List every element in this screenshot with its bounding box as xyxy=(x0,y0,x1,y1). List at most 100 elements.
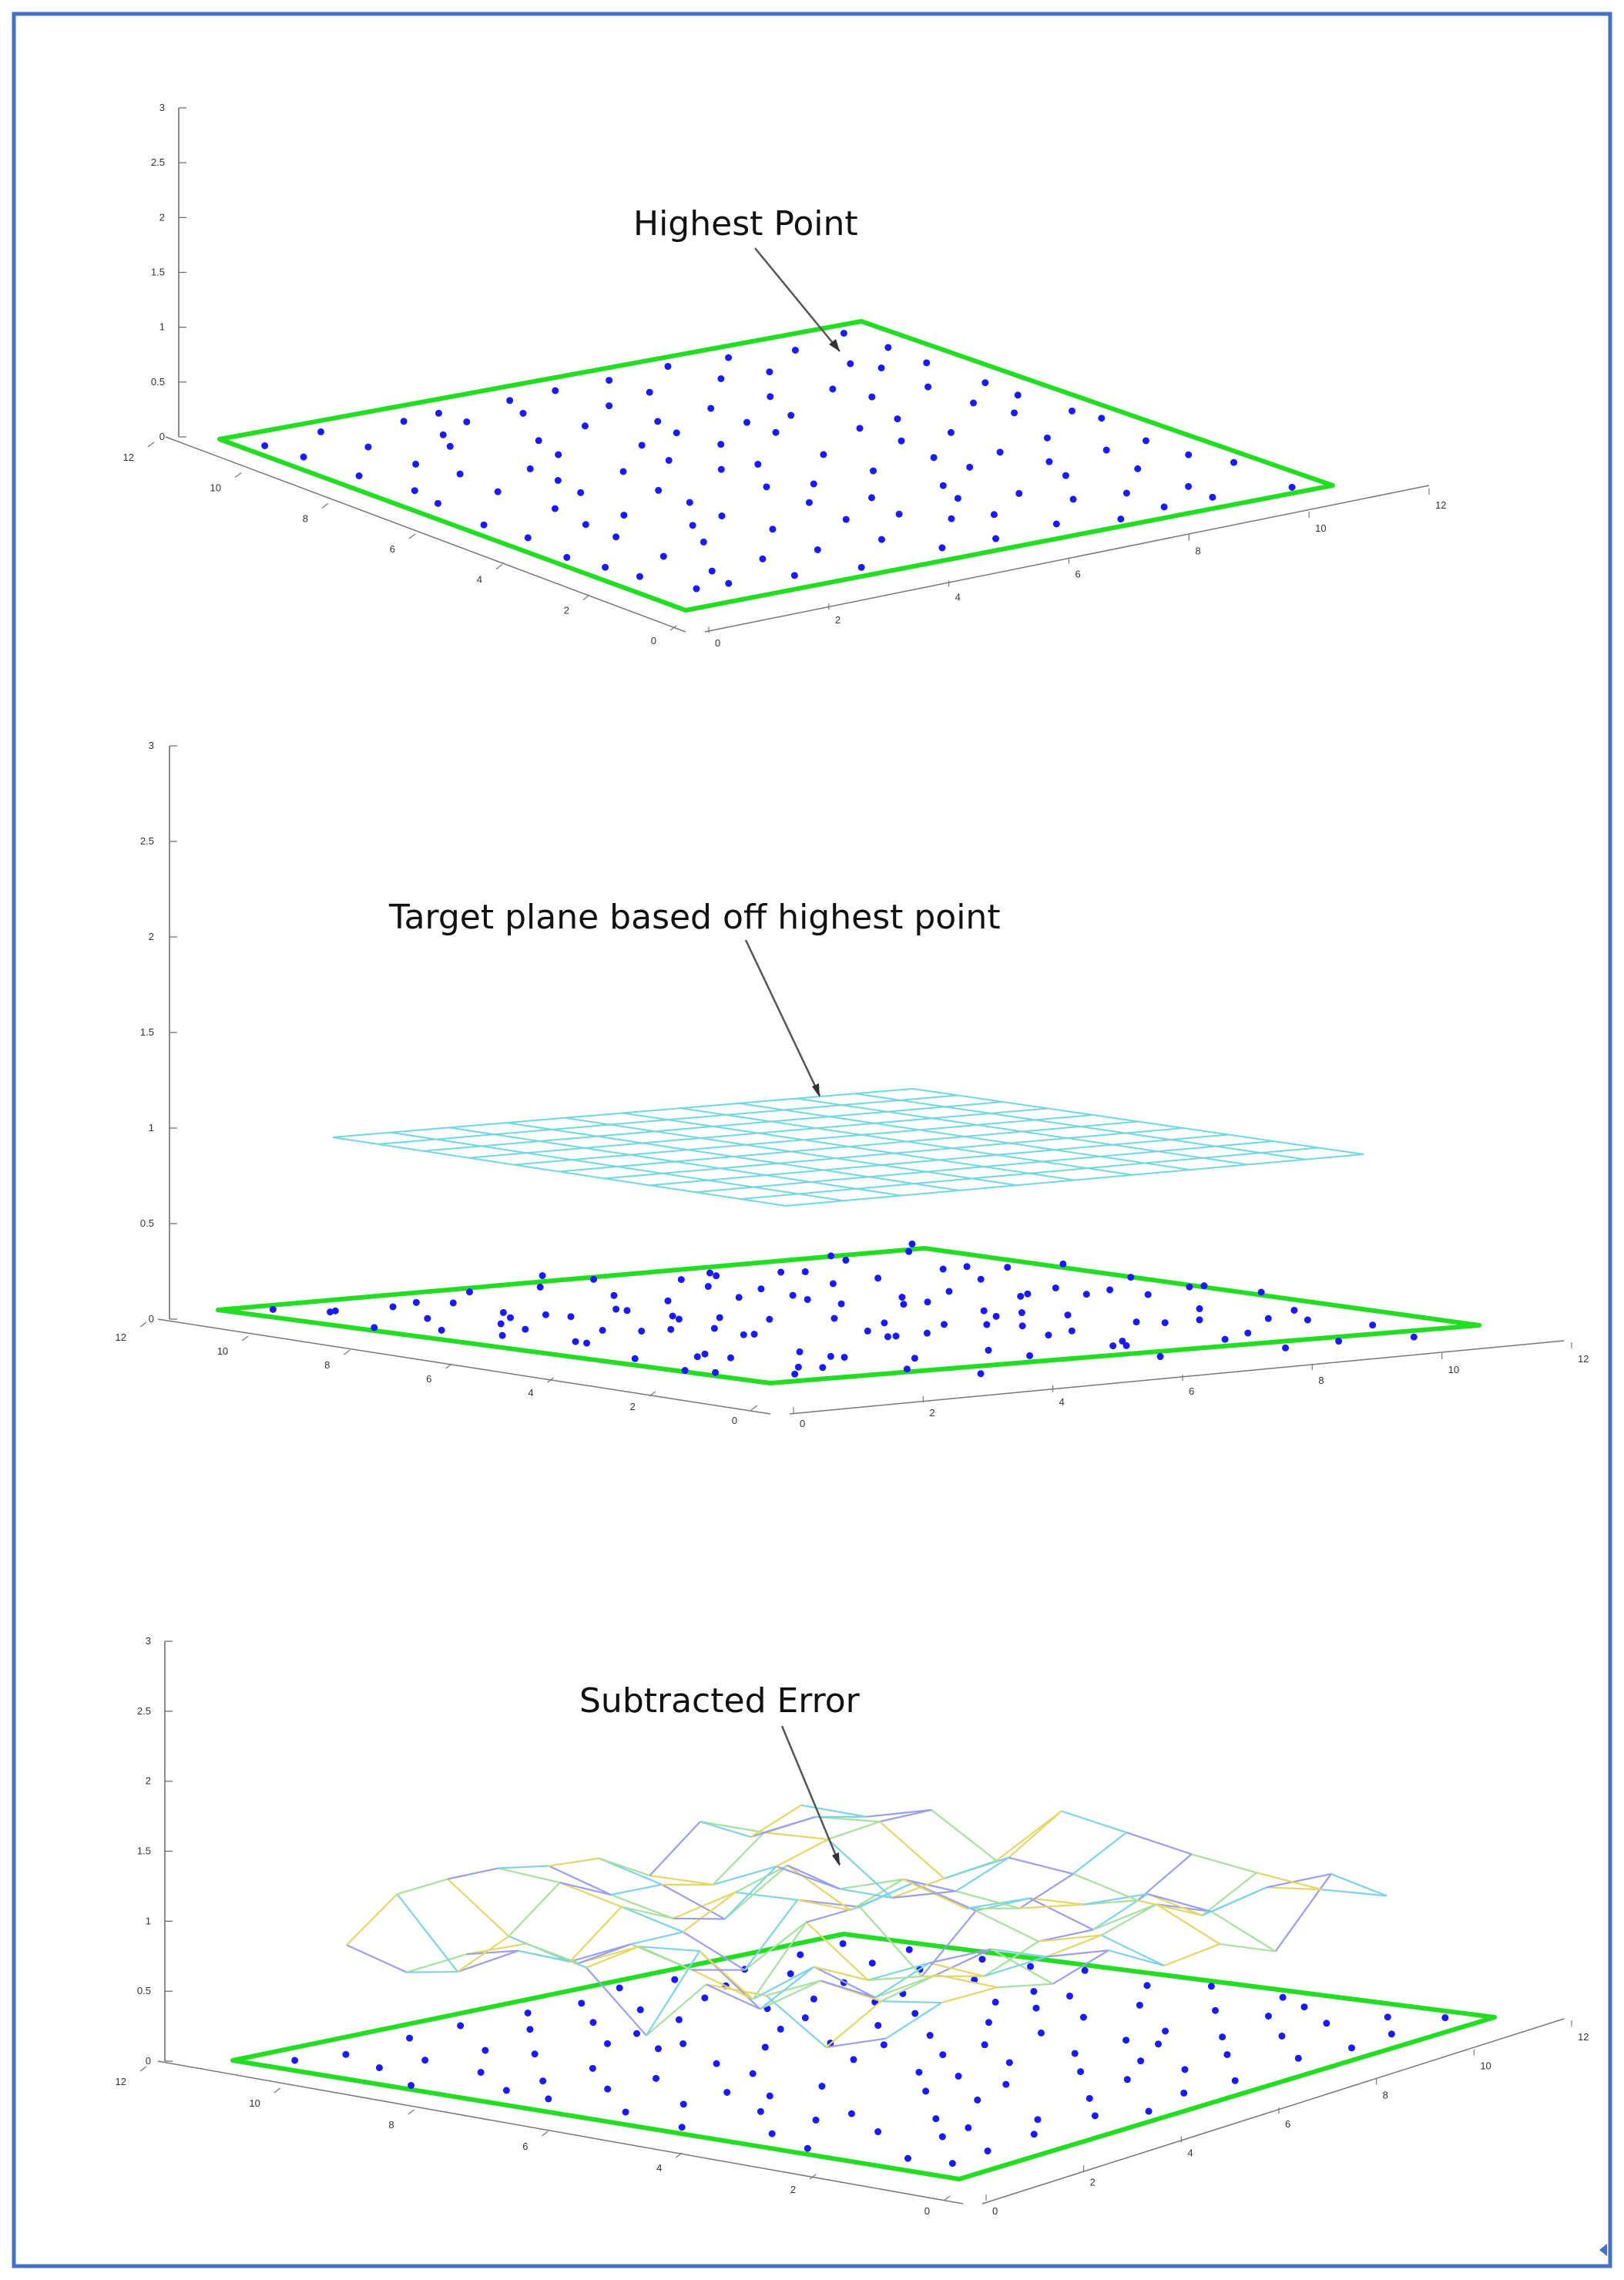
data-point xyxy=(563,553,571,561)
data-point xyxy=(1102,446,1110,454)
data-point xyxy=(710,1325,718,1332)
data-point xyxy=(743,418,750,426)
error-mesh-segment xyxy=(498,1865,549,1869)
data-point xyxy=(1223,2050,1231,2058)
data-point xyxy=(327,1308,334,1316)
x-tick-label: 12 xyxy=(1578,2031,1589,2043)
data-point xyxy=(1018,1322,1026,1330)
y-tick-mark xyxy=(750,1405,758,1411)
error-mesh-segment xyxy=(1201,1872,1257,1916)
data-point xyxy=(804,1295,811,1303)
error-mesh-segment xyxy=(646,1983,707,2037)
error-mesh-segment xyxy=(447,1867,498,1880)
data-point xyxy=(551,505,559,512)
x-tick-label: 4 xyxy=(1059,1396,1065,1408)
y-tick-label: 4 xyxy=(528,1387,533,1399)
data-point xyxy=(700,538,707,546)
x-tick-label: 8 xyxy=(1383,2089,1388,2100)
y-tick-mark xyxy=(234,472,242,478)
x-tick-label: 12 xyxy=(1578,1353,1589,1365)
error-mesh-segment xyxy=(1256,1872,1322,1891)
data-point xyxy=(868,1959,876,1967)
y-tick-label: 8 xyxy=(324,1359,330,1371)
y-tick-mark xyxy=(582,594,590,600)
target-plane-gridline xyxy=(738,1102,1191,1171)
data-point xyxy=(1134,465,1142,472)
data-point xyxy=(915,2068,923,2076)
data-point xyxy=(438,1326,445,1334)
error-mesh-segment xyxy=(1147,1892,1212,1913)
data-point xyxy=(421,2057,429,2064)
x-tick-label: 2 xyxy=(835,614,841,626)
error-mesh-segment xyxy=(750,1815,816,1838)
error-mesh-segment xyxy=(1201,1886,1267,1916)
error-mesh-segment xyxy=(867,1975,922,1981)
error-mesh-segment xyxy=(805,1921,869,1981)
data-point xyxy=(1122,2037,1130,2044)
y-tick-mark xyxy=(147,442,155,448)
error-mesh-segment xyxy=(700,1821,751,1838)
z-tick-label: 1.5 xyxy=(137,1845,151,1857)
data-point xyxy=(718,512,726,520)
data-point xyxy=(681,1367,689,1375)
error-mesh-segment xyxy=(921,1910,977,1977)
data-point xyxy=(622,2108,629,2116)
data-point xyxy=(954,495,961,502)
error-mesh-segment xyxy=(1126,1832,1193,1855)
data-point xyxy=(923,359,931,367)
data-point xyxy=(408,2081,415,2089)
data-point xyxy=(1196,1305,1203,1312)
data-point xyxy=(664,1297,672,1305)
error-mesh-segment xyxy=(1072,1832,1127,1875)
error-mesh-segment xyxy=(1101,1903,1157,1936)
data-point xyxy=(932,2115,940,2123)
x-tick-label: 6 xyxy=(1189,1385,1194,1397)
error-mesh-segment xyxy=(447,1878,510,1937)
data-point xyxy=(864,1327,871,1335)
y-tick-mark xyxy=(495,564,503,570)
error-mesh-segment xyxy=(724,1865,788,1920)
data-point xyxy=(300,453,307,461)
y-tick-mark xyxy=(649,1391,656,1397)
data-point xyxy=(439,431,447,438)
data-point xyxy=(985,2019,992,2026)
error-mesh-segment xyxy=(586,1946,640,1969)
x-axis-line xyxy=(704,485,1430,633)
error-mesh-segment xyxy=(820,1979,876,1999)
error-mesh-segment xyxy=(457,1935,509,1973)
data-point xyxy=(801,1268,809,1275)
data-point xyxy=(772,428,780,436)
data-point xyxy=(1037,2029,1045,2037)
data-point xyxy=(665,456,673,464)
data-point xyxy=(673,429,680,437)
error-mesh-segment xyxy=(743,1899,799,1971)
z-tick-label: 3 xyxy=(149,740,154,751)
data-point xyxy=(435,409,442,417)
data-point xyxy=(830,1315,838,1322)
data-point xyxy=(829,1280,837,1288)
x-tick-label: 8 xyxy=(1318,1375,1324,1386)
error-mesh-segment xyxy=(881,1973,937,2003)
data-point xyxy=(977,1275,985,1283)
data-point xyxy=(590,1275,598,1283)
data-point xyxy=(1034,2116,1042,2124)
data-point xyxy=(375,2064,383,2072)
error-mesh-segment xyxy=(1101,1934,1165,1967)
error-mesh-segment xyxy=(859,1906,923,1977)
data-point xyxy=(1064,1311,1072,1319)
data-point xyxy=(894,415,901,423)
data-point xyxy=(766,1315,773,1323)
z-tick-label: 0 xyxy=(159,431,165,442)
data-point xyxy=(759,555,767,562)
data-point xyxy=(706,1269,713,1277)
data-point xyxy=(1136,2001,1143,2009)
error-mesh-segment xyxy=(800,1804,867,1818)
data-point xyxy=(805,499,813,506)
data-point xyxy=(789,1291,797,1299)
data-point xyxy=(723,2088,731,2096)
data-point xyxy=(704,1283,712,1291)
data-point xyxy=(874,2022,882,2030)
y-tick-mark xyxy=(809,2174,817,2180)
data-point xyxy=(1264,1315,1272,1322)
data-point xyxy=(1185,482,1193,490)
